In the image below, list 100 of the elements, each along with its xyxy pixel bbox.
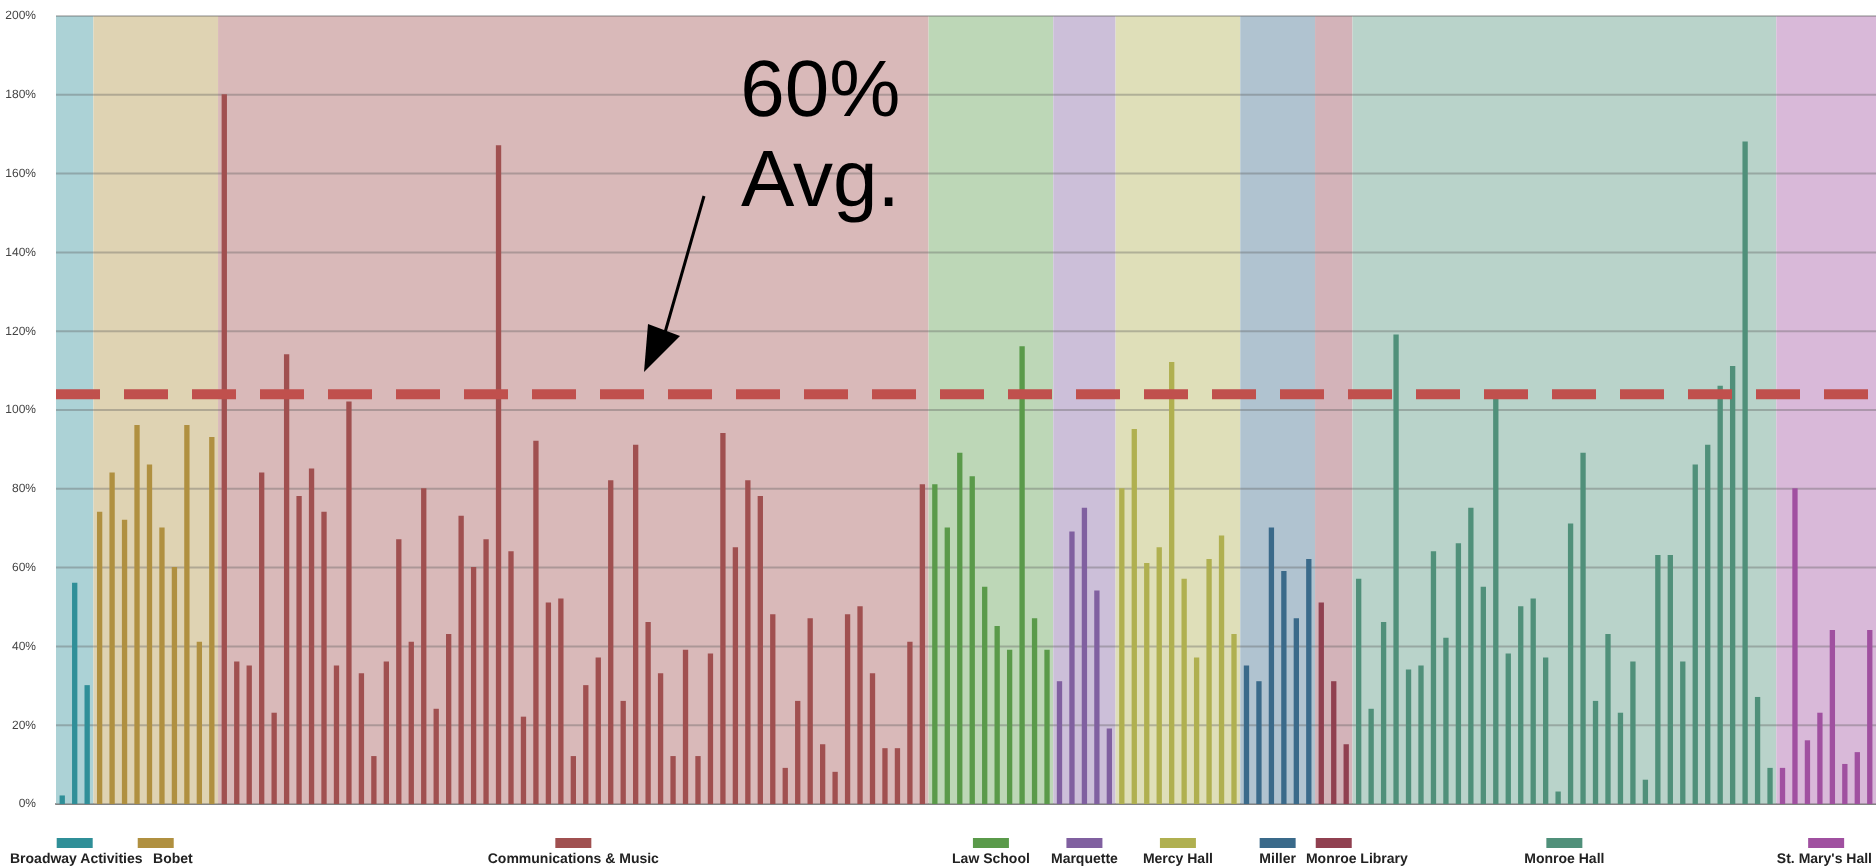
bar: [1692, 464, 1698, 804]
bar: [1318, 602, 1324, 804]
bar: [1680, 661, 1686, 804]
bar: [882, 748, 888, 804]
bar: [1081, 507, 1088, 804]
bar: [1842, 763, 1848, 804]
bar: [371, 756, 377, 804]
bar: [1380, 622, 1387, 804]
bar: [1243, 665, 1250, 804]
bar: [1393, 334, 1399, 804]
bar: [1543, 657, 1549, 804]
bar: [421, 488, 427, 804]
bar: [1767, 767, 1773, 804]
bar: [533, 440, 539, 804]
bar: [96, 511, 103, 804]
bar: [159, 527, 165, 804]
bar: [1854, 752, 1860, 804]
bar: [1031, 618, 1038, 804]
bar: [1617, 712, 1624, 804]
bar: [184, 425, 190, 804]
bar: [1705, 444, 1711, 804]
bar: [832, 771, 838, 804]
bar: [558, 598, 564, 804]
bar: [633, 444, 639, 804]
bar: [72, 582, 78, 804]
bar: [819, 744, 826, 804]
bar: [670, 756, 676, 804]
bar: [1193, 657, 1200, 804]
bar: [1044, 649, 1050, 804]
bar: [1094, 590, 1100, 804]
bar: [1405, 669, 1412, 804]
bar: [1169, 362, 1175, 804]
bar: [745, 480, 751, 804]
bar: [321, 511, 327, 804]
bar: [545, 602, 552, 804]
bar: [1754, 696, 1761, 804]
bar: [271, 712, 277, 804]
bar: [121, 519, 128, 804]
bar: [1792, 488, 1798, 804]
bar: [782, 767, 788, 804]
bar: [1306, 559, 1312, 804]
bar: [1268, 527, 1275, 804]
bar: [1468, 507, 1474, 804]
bar: [770, 614, 776, 804]
bar: [1231, 633, 1237, 804]
bar: [1106, 728, 1113, 804]
bar: [1804, 740, 1811, 804]
bar: [1430, 551, 1437, 804]
bar: [109, 472, 115, 804]
bar: [234, 661, 240, 804]
bar: [620, 700, 626, 804]
bar: [146, 464, 153, 804]
bar: [608, 480, 614, 804]
bar: [1518, 606, 1524, 804]
bar: [982, 586, 988, 804]
bar: [1281, 570, 1287, 804]
bar: [1368, 708, 1374, 804]
bar: [1742, 141, 1748, 804]
bar: [346, 401, 352, 804]
bar: [1867, 629, 1873, 804]
bar: [1418, 665, 1424, 804]
bar: [283, 354, 290, 804]
bar: [1218, 535, 1225, 804]
bar: [1019, 346, 1025, 804]
bar: [383, 661, 389, 804]
bar: [1181, 578, 1187, 804]
bar: [795, 700, 801, 804]
bar: [1567, 523, 1574, 804]
bar: [433, 708, 439, 804]
bar: [483, 539, 489, 804]
bar: [695, 756, 701, 804]
bar: [1069, 531, 1075, 804]
bar: [1829, 629, 1836, 804]
bar: [1144, 563, 1150, 804]
bar: [396, 539, 402, 804]
bar: [1131, 429, 1137, 804]
bar: [1655, 555, 1661, 804]
bar: [570, 756, 576, 804]
bar: [508, 551, 514, 804]
bar: [1505, 653, 1511, 804]
bar: [1056, 681, 1063, 804]
bar: [869, 673, 876, 804]
bar: [1480, 586, 1486, 804]
bar: [209, 436, 215, 804]
bar: [259, 472, 265, 804]
bar: [757, 496, 763, 804]
bar: [1592, 700, 1599, 804]
bar: [1256, 681, 1262, 804]
bar: [84, 685, 90, 804]
bar: [994, 626, 1000, 804]
bar: [1443, 637, 1449, 804]
bar: [296, 496, 302, 804]
bar: [1630, 661, 1636, 804]
bar: [196, 641, 203, 804]
bar: [1580, 452, 1586, 804]
bar: [1493, 397, 1499, 804]
bar: [932, 484, 938, 804]
bar: [1817, 712, 1823, 804]
ref-line-label: 60% Avg.: [740, 46, 901, 224]
bar: [221, 94, 227, 804]
